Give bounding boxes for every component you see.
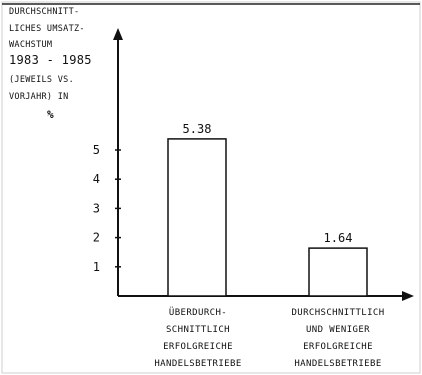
y-axis-label-line: (JEWEILS VS. (9, 75, 74, 85)
category-label-line: HANDELSBETRIEBE (294, 359, 381, 369)
category-label-line: ERFOLGREICHE (163, 342, 233, 352)
category-labels: ÜBERDURCH- SCHNITTLICH ERFOLGREICHE HANDELS… (154, 307, 384, 369)
category-label-line: HANDELSBETRIEBE (154, 359, 241, 369)
category-label-line: DURCHSCHNITTLICH (291, 308, 384, 318)
y-axis-label: DURCHSCHNITT- LICHES UMSATZ- WACHSTUM 1983 … (9, 7, 92, 121)
bars (167, 138, 368, 297)
y-tick-label: 1 (93, 260, 100, 274)
bar (308, 247, 368, 297)
y-axis-label-line: 1983 - 1985 (9, 53, 92, 67)
category-label-line: SCHNITTLICH (166, 325, 230, 335)
bar-value-label: 1.64 (324, 231, 353, 245)
y-tick-label: 3 (93, 201, 100, 215)
y-axis-label-line: VORJAHR) IN (9, 92, 69, 102)
category-label-line: ÜBERDURCH- (169, 307, 227, 318)
bar-value-label: 5.38 (183, 122, 212, 136)
y-tick-label: 4 (93, 172, 100, 186)
bar (167, 138, 227, 297)
category-label-line: UND WENIGER (306, 325, 370, 335)
y-tick-label: 2 (93, 231, 100, 245)
y-axis-label-line: WACHSTUM (9, 40, 52, 50)
data-labels: 5.38 1.64 (183, 122, 353, 245)
y-axis-label-line: LICHES UMSATZ- (9, 24, 85, 34)
y-ticks: 1 2 3 4 5 (93, 143, 121, 274)
y-axis-arrow (113, 28, 123, 40)
x-axis-arrow (402, 291, 414, 301)
category-label-line: ERFOLGREICHE (303, 342, 373, 352)
y-axis-label-line: DURCHSCHNITT- (9, 7, 79, 17)
y-tick-label: 5 (93, 143, 100, 157)
y-axis-label-line: % (47, 108, 54, 121)
